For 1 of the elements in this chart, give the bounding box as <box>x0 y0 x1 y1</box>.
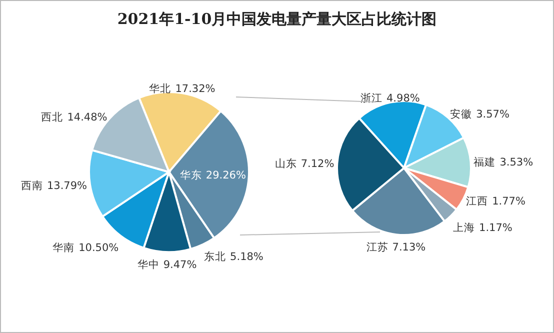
chart-title: 2021年1-10月中国发电量产量大区占比统计图 <box>117 10 437 28</box>
